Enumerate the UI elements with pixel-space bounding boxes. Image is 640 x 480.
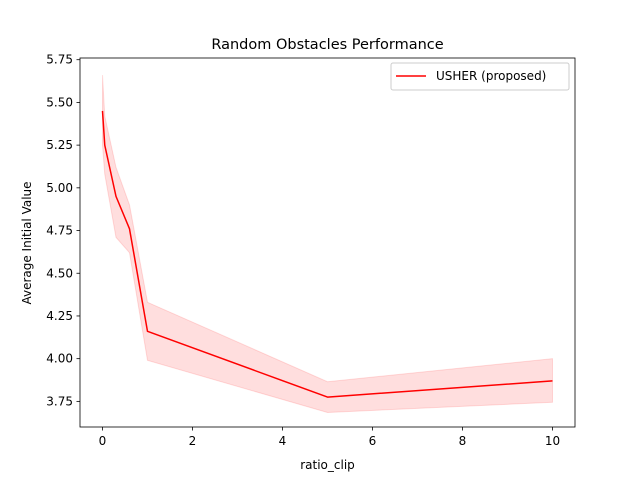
legend-label-usher: USHER (proposed) <box>436 69 546 83</box>
chart-title: Random Obstacles Performance <box>211 37 443 53</box>
y-tick-label-5: 5.00 <box>46 181 73 195</box>
x-tick-label-1: 2 <box>189 434 197 448</box>
legend-box <box>390 62 570 91</box>
x-tick-label-3: 6 <box>369 434 377 448</box>
y-tick-label-7: 5.50 <box>46 95 73 109</box>
series-line-0 <box>101 110 553 398</box>
plot-area: 0 2 4 6 8 10 3.75 4.00 4.25 4.50 4.75 5.00 5.25 5.50 5… <box>46 53 576 448</box>
y-tick-label-1: 4.00 <box>46 352 73 366</box>
y-axis-label: Average Initial Value <box>20 181 34 304</box>
y-tick-label-8: 5.75 <box>46 53 73 67</box>
x-axis-label: ratio_clip <box>300 458 355 472</box>
x-tick-label-5: 10 <box>545 434 560 448</box>
x-tick-label-4: 8 <box>459 434 467 448</box>
y-tick-label-0: 3.75 <box>46 394 73 408</box>
y-tick-label-2: 4.25 <box>46 309 73 323</box>
legend: USHER (proposed) <box>390 62 570 91</box>
axes-frame <box>79 57 576 428</box>
x-tick-label-2: 4 <box>279 434 287 448</box>
x-tick-label-0: 0 <box>99 434 107 448</box>
confidence-band-0 <box>102 75 553 413</box>
y-tick-label-4: 4.75 <box>46 224 73 238</box>
y-tick-label-6: 5.25 <box>46 138 73 152</box>
y-tick-label-3: 4.50 <box>46 266 73 280</box>
